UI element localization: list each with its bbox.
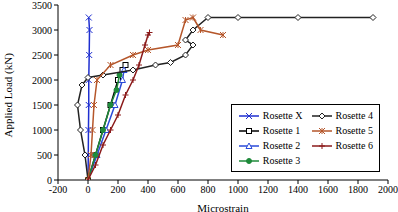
svg-text:3500: 3500 bbox=[32, 0, 52, 11]
svg-text:3000: 3000 bbox=[32, 25, 52, 36]
svg-text:0: 0 bbox=[47, 175, 52, 186]
svg-text:0: 0 bbox=[86, 184, 91, 195]
svg-text:1800: 1800 bbox=[348, 184, 368, 195]
html-text:Rosette 6: Rosette 6 bbox=[335, 140, 373, 151]
svg-text:2000: 2000 bbox=[378, 184, 390, 195]
svg-text:Applied Load (kN): Applied Load (kN) bbox=[8, 53, 15, 138]
svg-text:1200: 1200 bbox=[258, 184, 278, 195]
html-text:Rosette 5: Rosette 5 bbox=[335, 125, 373, 136]
html-text:Rosette 4: Rosette 4 bbox=[335, 110, 373, 121]
svg-text:1000: 1000 bbox=[228, 184, 248, 195]
svg-text:Microstrain: Microstrain bbox=[197, 202, 249, 212]
svg-text:600: 600 bbox=[171, 184, 186, 195]
svg-text:800: 800 bbox=[201, 184, 216, 195]
html-text:Rosette 1: Rosette 1 bbox=[262, 125, 301, 136]
svg-text:2000: 2000 bbox=[32, 75, 52, 86]
svg-text:400: 400 bbox=[141, 184, 156, 195]
svg-text:1600: 1600 bbox=[318, 184, 338, 195]
svg-text:-200: -200 bbox=[49, 184, 67, 195]
svg-text:1400: 1400 bbox=[288, 184, 308, 195]
svg-text:500: 500 bbox=[37, 150, 52, 161]
svg-text:1000: 1000 bbox=[32, 125, 52, 136]
html-text:Rosette 3: Rosette 3 bbox=[262, 155, 301, 166]
svg-text:2500: 2500 bbox=[32, 50, 52, 61]
svg-text:1500: 1500 bbox=[32, 100, 52, 111]
svg-text:200: 200 bbox=[111, 184, 126, 195]
html-text:Rosette 2: Rosette 2 bbox=[262, 140, 301, 151]
html-text:Rosette X: Rosette X bbox=[262, 110, 303, 121]
